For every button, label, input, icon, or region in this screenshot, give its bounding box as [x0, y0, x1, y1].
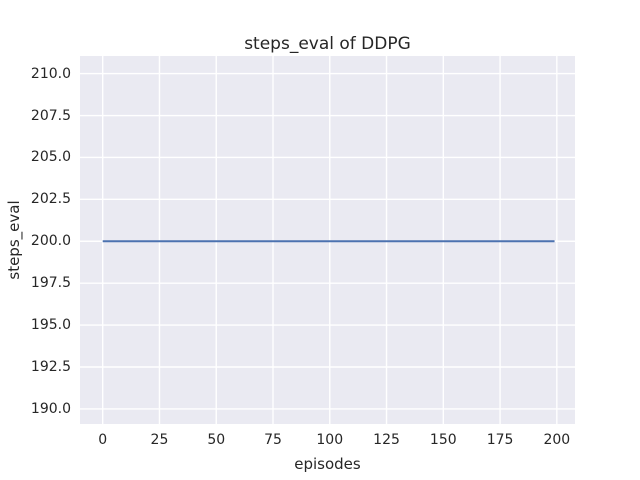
x-tick-label: 25 — [150, 432, 169, 448]
x-axis-label: episodes — [294, 455, 361, 473]
x-tick-label: 0 — [98, 432, 108, 448]
y-tick-label: 202.5 — [30, 191, 71, 208]
y-tick-label: 195.0 — [30, 317, 71, 334]
y-tick-label: 207.5 — [30, 107, 71, 124]
plot-area — [80, 56, 575, 424]
x-tick-label: 50 — [207, 432, 226, 448]
chart-title: steps_eval of DDPG — [244, 34, 411, 54]
x-tick-label: 150 — [429, 432, 457, 448]
y-tick-label: 205.0 — [30, 149, 71, 166]
y-tick-label: 200.0 — [30, 233, 71, 250]
y-tick-label: 192.5 — [30, 358, 71, 375]
y-tick-label: 197.5 — [30, 275, 71, 292]
y-tick-label: 190.0 — [30, 400, 71, 417]
plot-canvas — [80, 56, 575, 424]
x-tick-label: 125 — [373, 432, 400, 448]
x-tick-label: 100 — [316, 432, 344, 448]
x-tick-label: 175 — [486, 432, 514, 448]
x-tick-label: 75 — [264, 432, 282, 448]
y-tick-label: 210.0 — [30, 65, 71, 82]
x-tick-label: 200 — [543, 432, 571, 448]
